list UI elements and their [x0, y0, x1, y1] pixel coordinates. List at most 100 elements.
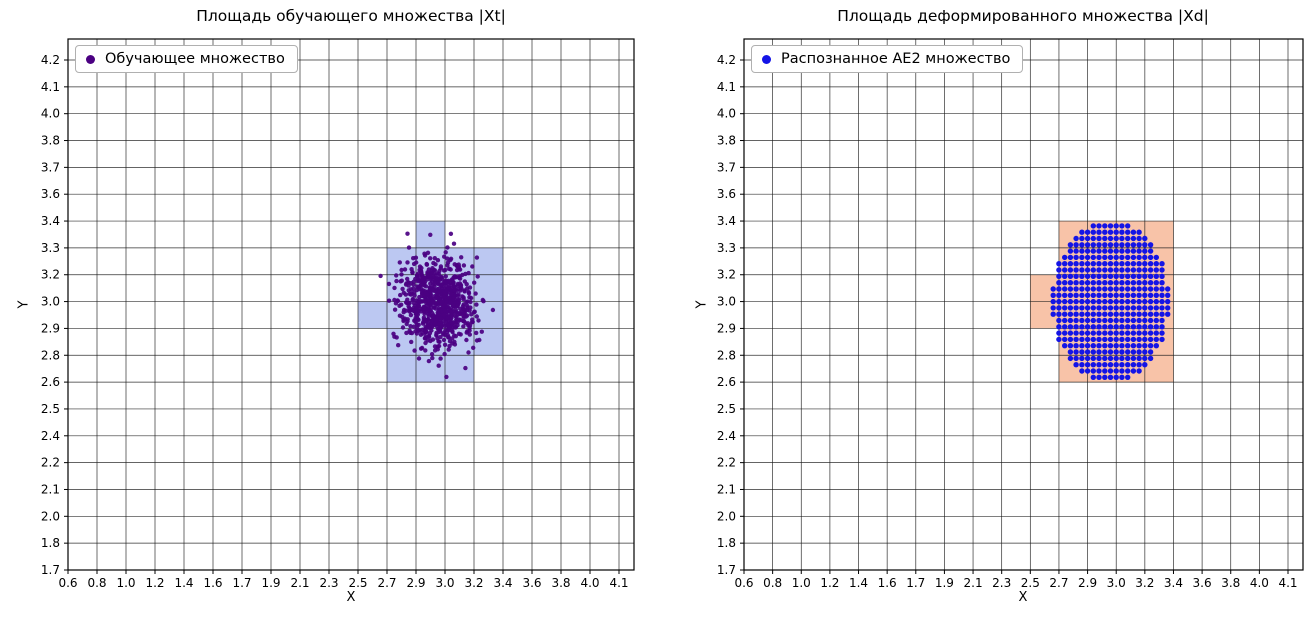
x-tick-label: 1.0	[116, 576, 135, 590]
x-tick-label: 1.6	[878, 576, 897, 590]
x-tick-label: 2.9	[1078, 576, 1097, 590]
y-tick-label: 1.8	[717, 536, 736, 550]
y-tick-label: 1.7	[41, 563, 60, 577]
y-tick-label: 2.1	[717, 482, 736, 496]
y-tick-label: 3.0	[41, 295, 60, 309]
x-tick-label: 2.3	[992, 576, 1011, 590]
x-tick-label: 3.2	[1135, 576, 1154, 590]
y-tick-label: 3.2	[717, 268, 736, 282]
grid-lines: 0.61.70.81.81.02.01.22.11.42.21.62.41.72…	[41, 39, 634, 590]
y-tick-label: 4.1	[717, 80, 736, 94]
y-tick-label: 3.3	[717, 241, 736, 255]
x-tick-label: 0.6	[58, 576, 77, 590]
x-tick-label: 4.0	[1250, 576, 1269, 590]
left-plot: 0.61.70.81.81.02.01.22.11.42.21.62.41.72…	[41, 38, 635, 590]
right-plot-legend: Распознанное AE2 множество	[751, 45, 1024, 73]
x-tick-label: 3.4	[1164, 576, 1183, 590]
legend-label: Распознанное AE2 множество	[781, 51, 1011, 67]
y-tick-label: 2.1	[41, 482, 60, 496]
training-scatter	[378, 231, 496, 380]
training-set-marker-icon	[86, 54, 95, 64]
x-tick-label: 3.8	[1221, 576, 1240, 590]
y-tick-label: 3.7	[41, 160, 60, 174]
x-tick-label: 1.2	[820, 576, 839, 590]
right-plot-ylabel: Y	[694, 300, 710, 309]
x-tick-label: 3.8	[551, 576, 570, 590]
y-tick-label: 3.4	[717, 214, 736, 228]
y-tick-label: 4.2	[41, 53, 60, 67]
y-tick-label: 3.2	[41, 268, 60, 282]
x-tick-label: 1.4	[174, 576, 193, 590]
legend-label: Обучающее множество	[105, 51, 285, 67]
x-tick-label: 2.3	[319, 576, 338, 590]
recognized-dot-grid	[1050, 223, 1171, 380]
y-tick-label: 2.4	[41, 429, 60, 443]
y-tick-label: 1.8	[41, 536, 60, 550]
y-tick-label: 4.1	[41, 80, 60, 94]
grid-lines: 0.61.70.81.81.02.01.22.11.42.21.62.41.72…	[717, 39, 1303, 590]
y-tick-label: 2.0	[41, 509, 60, 523]
x-tick-label: 3.0	[435, 576, 454, 590]
recognized-set-marker-icon	[762, 54, 771, 64]
x-tick-label: 1.4	[849, 576, 868, 590]
x-tick-label: 3.0	[1107, 576, 1126, 590]
y-tick-label: 2.2	[717, 456, 736, 470]
x-tick-label: 3.4	[493, 576, 512, 590]
y-tick-label: 2.5	[717, 402, 736, 416]
x-tick-label: 1.7	[232, 576, 251, 590]
y-tick-label: 2.4	[717, 429, 736, 443]
y-tick-label: 2.6	[717, 375, 736, 389]
x-tick-label: 1.7	[906, 576, 925, 590]
right-plot: 0.61.70.81.81.02.01.22.11.42.21.62.41.72…	[717, 38, 1304, 590]
y-tick-label: 3.6	[717, 187, 736, 201]
y-tick-label: 3.7	[717, 160, 736, 174]
x-tick-label: 1.9	[261, 576, 280, 590]
x-tick-label: 4.1	[1278, 576, 1297, 590]
x-tick-label: 4.1	[609, 576, 628, 590]
y-tick-label: 2.8	[717, 348, 736, 362]
left-plot-ylabel: Y	[16, 300, 32, 309]
y-tick-label: 2.8	[41, 348, 60, 362]
x-tick-label: 2.5	[1021, 576, 1040, 590]
x-tick-label: 3.6	[522, 576, 541, 590]
x-tick-label: 0.8	[87, 576, 106, 590]
x-tick-label: 0.6	[734, 576, 753, 590]
right-plot-title: Площадь деформированного множества |Xd|	[837, 7, 1209, 25]
y-tick-label: 3.4	[41, 214, 60, 228]
highlight-cell	[358, 301, 387, 329]
left-plot-xlabel: X	[346, 590, 356, 605]
y-tick-label: 3.8	[41, 134, 60, 148]
y-tick-label: 2.2	[41, 456, 60, 470]
right-plot-xlabel: X	[1018, 590, 1028, 605]
x-tick-label: 3.2	[464, 576, 483, 590]
y-tick-label: 3.6	[41, 187, 60, 201]
y-tick-label: 2.5	[41, 402, 60, 416]
y-tick-label: 4.0	[41, 107, 60, 121]
y-tick-label: 3.8	[717, 134, 736, 148]
x-tick-label: 2.7	[377, 576, 396, 590]
left-plot-title: Площадь обучающего множества |Xt|	[196, 7, 506, 25]
x-tick-label: 1.0	[792, 576, 811, 590]
x-tick-label: 2.1	[964, 576, 983, 590]
x-tick-label: 1.9	[935, 576, 954, 590]
x-tick-label: 1.2	[145, 576, 164, 590]
y-tick-label: 4.2	[717, 53, 736, 67]
axes-border	[743, 38, 1304, 571]
x-tick-label: 0.8	[763, 576, 782, 590]
x-tick-label: 1.6	[203, 576, 222, 590]
x-tick-label: 4.0	[580, 576, 599, 590]
y-tick-label: 3.3	[41, 241, 60, 255]
y-tick-label: 1.7	[717, 563, 736, 577]
y-tick-label: 3.0	[717, 295, 736, 309]
y-tick-label: 4.0	[717, 107, 736, 121]
y-tick-label: 2.9	[717, 321, 736, 335]
x-tick-label: 2.9	[406, 576, 425, 590]
x-tick-label: 2.1	[290, 576, 309, 590]
y-tick-label: 2.6	[41, 375, 60, 389]
left-plot-legend: Обучающее множество	[75, 45, 298, 73]
axes-border	[67, 38, 635, 571]
x-tick-label: 3.6	[1193, 576, 1212, 590]
y-tick-label: 2.0	[717, 509, 736, 523]
